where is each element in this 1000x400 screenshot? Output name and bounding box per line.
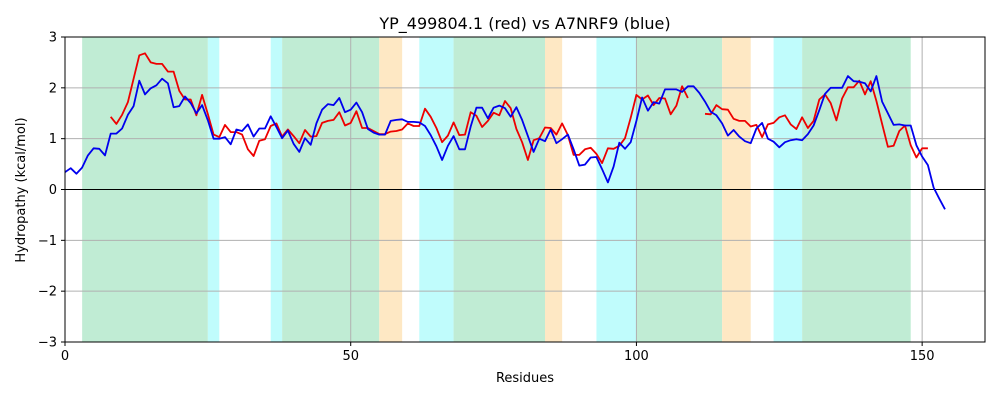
y-tick-label: 3 xyxy=(49,31,57,46)
x-tick-label: 50 xyxy=(342,349,359,364)
y-tick-label: −2 xyxy=(38,285,57,300)
y-tick-label: 1 xyxy=(49,132,57,147)
blue-series-line xyxy=(64,75,946,210)
y-tick-label: −1 xyxy=(38,234,57,249)
axis-ticks: 0 50 100 150 −3 −2 −1 0 1 2 3 xyxy=(38,31,935,365)
x-tick-label: 100 xyxy=(624,349,649,364)
data-series xyxy=(64,52,946,210)
chart-title: YP_499804.1 (red) vs A7NRF9 (blue) xyxy=(378,14,670,34)
y-axis-label: Hydropathy (kcal/mol) xyxy=(14,117,29,262)
x-axis-label: Residues xyxy=(496,371,554,386)
red-series-line xyxy=(109,52,928,164)
y-tick-label: 2 xyxy=(49,81,57,96)
x-tick-label: 0 xyxy=(61,349,69,364)
y-tick-label: 0 xyxy=(49,183,57,198)
y-tick-label: −3 xyxy=(38,336,57,351)
x-tick-label: 150 xyxy=(910,349,935,364)
